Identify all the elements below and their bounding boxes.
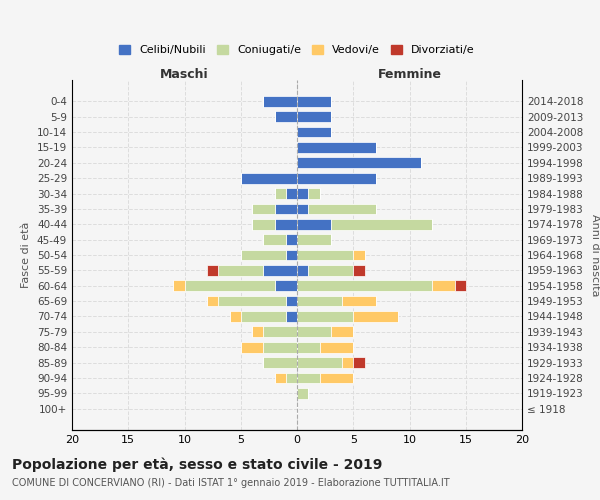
Bar — [308, 265, 353, 276]
Bar — [297, 126, 331, 138]
Bar — [297, 311, 353, 322]
Bar — [252, 326, 263, 337]
Bar — [263, 357, 297, 368]
Bar — [185, 280, 275, 291]
Bar — [297, 204, 308, 214]
Bar — [320, 372, 353, 384]
Bar — [207, 265, 218, 276]
Bar — [275, 112, 297, 122]
Bar — [297, 265, 308, 276]
Bar — [241, 342, 263, 352]
Bar — [308, 204, 376, 214]
Bar — [297, 326, 331, 337]
Bar — [241, 250, 286, 260]
Bar — [263, 326, 297, 337]
Bar — [263, 342, 297, 352]
Bar — [455, 280, 466, 291]
Bar — [353, 357, 365, 368]
Bar — [275, 188, 286, 199]
Bar — [207, 296, 218, 306]
Bar — [263, 234, 286, 245]
Bar — [297, 296, 342, 306]
Bar — [353, 311, 398, 322]
Legend: Celibi/Nubili, Coniugati/e, Vedovi/e, Divorziati/e: Celibi/Nubili, Coniugati/e, Vedovi/e, Di… — [115, 40, 479, 60]
Bar — [241, 173, 297, 184]
Bar — [286, 311, 297, 322]
Bar — [173, 280, 185, 291]
Bar — [286, 250, 297, 260]
Bar — [297, 219, 331, 230]
Bar — [297, 96, 331, 106]
Bar — [252, 204, 275, 214]
Y-axis label: Fasce di età: Fasce di età — [22, 222, 31, 288]
Bar — [263, 265, 297, 276]
Bar — [286, 188, 297, 199]
Bar — [297, 342, 320, 352]
Bar — [286, 234, 297, 245]
Bar — [252, 219, 275, 230]
Bar — [331, 326, 353, 337]
Bar — [263, 96, 297, 106]
Bar — [297, 372, 320, 384]
Bar — [275, 372, 286, 384]
Bar — [229, 311, 241, 322]
Bar — [432, 280, 455, 291]
Bar — [353, 265, 365, 276]
Bar — [275, 219, 297, 230]
Bar — [331, 219, 432, 230]
Bar — [297, 173, 376, 184]
Bar — [275, 280, 297, 291]
Bar — [342, 296, 376, 306]
Bar — [218, 296, 286, 306]
Bar — [297, 357, 342, 368]
Bar — [297, 388, 308, 398]
Bar — [241, 311, 286, 322]
Text: COMUNE DI CONCERVIANO (RI) - Dati ISTAT 1° gennaio 2019 - Elaborazione TUTTITALI: COMUNE DI CONCERVIANO (RI) - Dati ISTAT … — [12, 478, 449, 488]
Bar — [297, 234, 331, 245]
Y-axis label: Anni di nascita: Anni di nascita — [590, 214, 600, 296]
Bar — [275, 204, 297, 214]
Bar — [297, 188, 308, 199]
Bar — [286, 296, 297, 306]
Bar — [218, 265, 263, 276]
Text: Popolazione per età, sesso e stato civile - 2019: Popolazione per età, sesso e stato civil… — [12, 458, 382, 472]
Text: Maschi: Maschi — [160, 68, 209, 82]
Bar — [342, 357, 353, 368]
Bar — [297, 112, 331, 122]
Bar — [297, 158, 421, 168]
Bar — [286, 372, 297, 384]
Bar — [297, 280, 432, 291]
Bar — [297, 142, 376, 153]
Bar — [353, 250, 365, 260]
Bar — [320, 342, 353, 352]
Bar — [308, 188, 320, 199]
Bar — [297, 250, 353, 260]
Text: Femmine: Femmine — [377, 68, 442, 82]
